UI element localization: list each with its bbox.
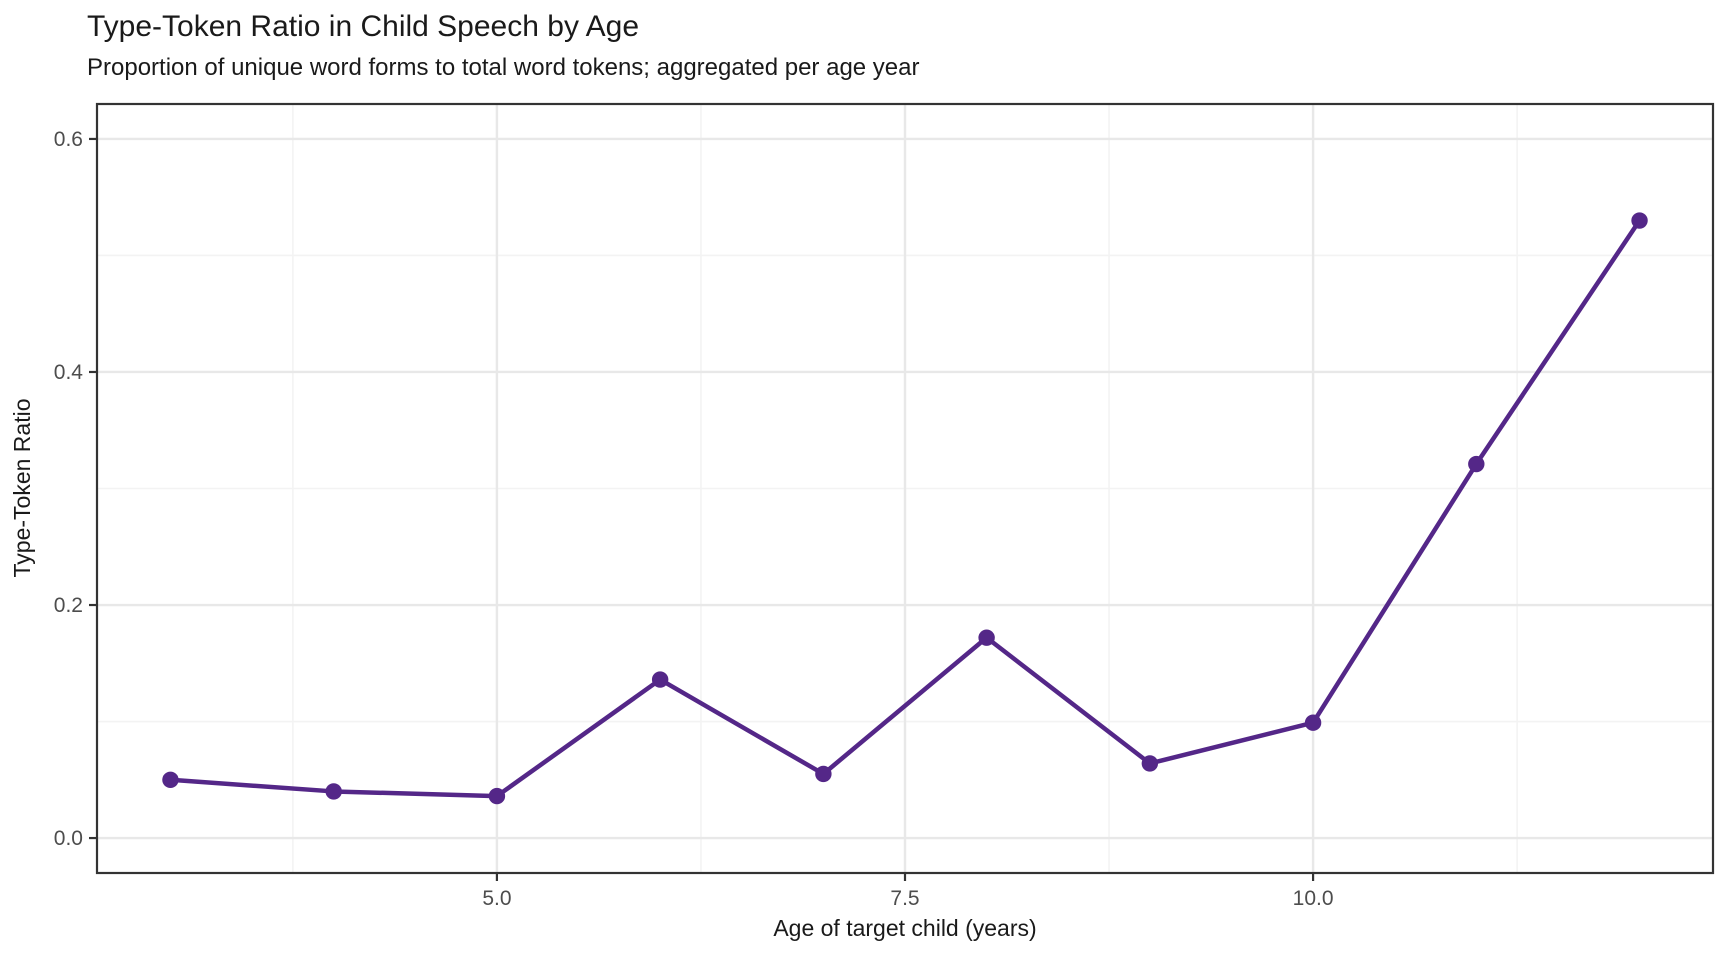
x-tick-label: 10.0	[1293, 887, 1334, 910]
data-point	[651, 671, 669, 688]
data-point	[162, 771, 179, 788]
chart-title: Type-Token Ratio in Child Speech by Age	[87, 10, 639, 43]
y-axis-title: Type-Token Ratio	[9, 399, 35, 578]
data-point	[488, 787, 506, 805]
data-point	[1304, 714, 1322, 731]
plot-area: 5.0 7.5 10.0 0.0 0.2 0.4 0.6	[54, 102, 1715, 910]
trend-line	[168, 218, 1642, 799]
x-axis-title: Age of target child (years)	[773, 915, 1036, 941]
data-point	[815, 765, 832, 783]
data-point	[325, 783, 342, 800]
y-tick-label: 0.2	[54, 594, 83, 617]
data-point	[1631, 212, 1648, 229]
data-point	[978, 629, 995, 646]
chart-subtitle: Proportion of unique word forms to total…	[87, 54, 920, 81]
x-tick-label: 5.0	[482, 887, 511, 910]
y-tick-label: 0.0	[54, 827, 83, 850]
y-tick-label: 0.4	[54, 361, 84, 384]
data-point	[1468, 455, 1485, 473]
data-point	[1141, 755, 1159, 772]
x-tick-label: 7.5	[890, 887, 919, 910]
y-tick-label: 0.6	[54, 128, 83, 151]
